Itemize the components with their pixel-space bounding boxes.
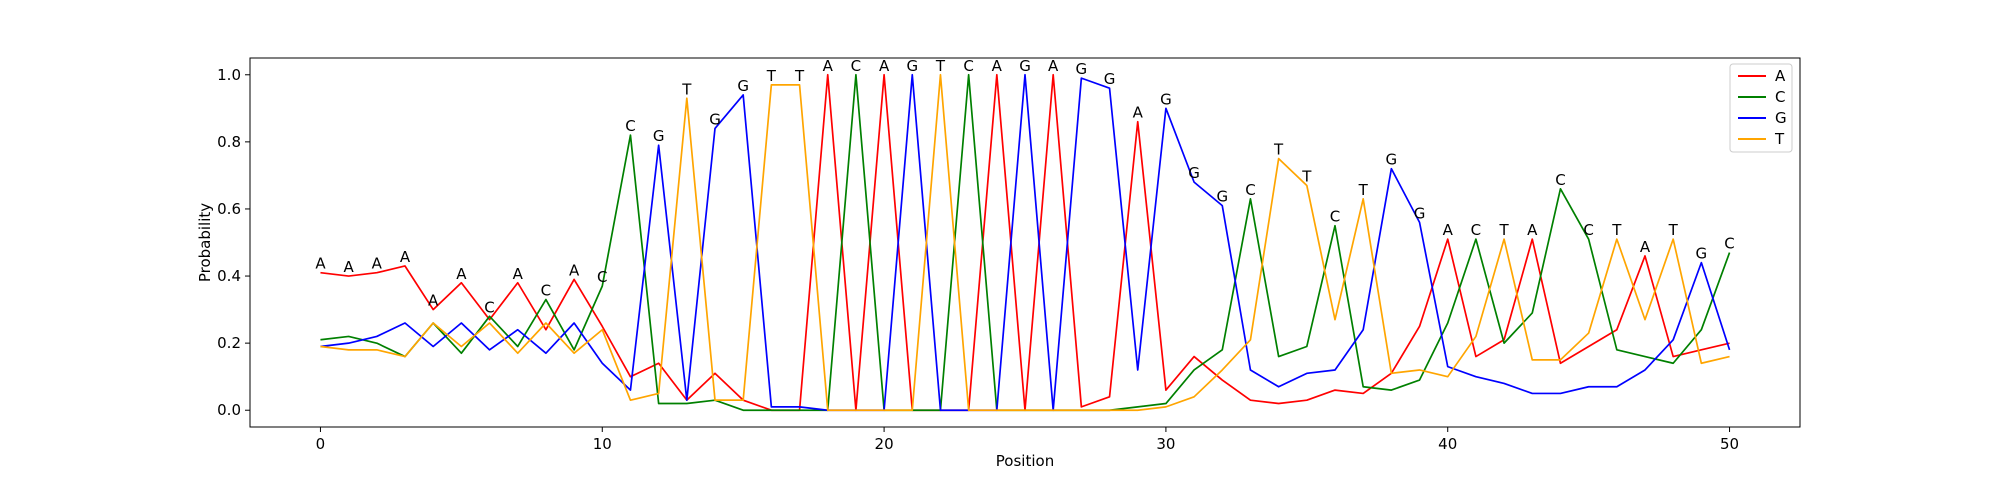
- base-call-label: C: [625, 117, 635, 135]
- base-call-label: T: [1273, 141, 1284, 159]
- base-call-label: G: [1104, 70, 1116, 88]
- series-line-A: [320, 73, 1730, 412]
- base-call-label: A: [344, 258, 355, 276]
- base-call-label: C: [1555, 171, 1565, 189]
- base-call-label: T: [794, 67, 805, 85]
- legend-label-T: T: [1774, 130, 1785, 148]
- x-tick-label: 10: [593, 435, 612, 453]
- base-call-label: G: [1188, 164, 1200, 182]
- base-call-label: A: [1048, 57, 1059, 75]
- base-call-label: C: [1330, 208, 1340, 226]
- plot-frame: [249, 57, 1801, 428]
- base-call-label: G: [1076, 60, 1088, 78]
- y-axis-label: Probability: [196, 203, 214, 282]
- base-call-label: G: [1216, 188, 1228, 206]
- y-tick-label: 0.0: [217, 401, 241, 419]
- base-call-label: T: [1611, 221, 1622, 239]
- x-tick-label: 20: [875, 435, 894, 453]
- legend-box: [1729, 63, 1793, 153]
- base-call-label: T: [1668, 221, 1679, 239]
- base-call-label: T: [681, 80, 692, 98]
- base-call-label: A: [1527, 221, 1538, 239]
- base-call-label: G: [1386, 151, 1398, 169]
- base-call-label: G: [1414, 204, 1426, 222]
- base-call-label: G: [737, 77, 749, 95]
- base-call-label: T: [766, 67, 777, 85]
- y-tick-label: 0.4: [217, 267, 241, 285]
- base-call-label: C: [1245, 181, 1255, 199]
- base-call-label: A: [823, 57, 834, 75]
- series-line-G: [320, 73, 1731, 412]
- base-call-label: C: [1724, 235, 1734, 253]
- base-call-label: C: [1583, 221, 1593, 239]
- x-tick-label: 30: [1156, 435, 1175, 453]
- marks-layer: [320, 73, 1731, 412]
- series-line-C: [320, 73, 1731, 412]
- base-call-label: G: [906, 57, 918, 75]
- legend-label-A: A: [1775, 67, 1786, 85]
- base-call-label: T: [1301, 167, 1312, 185]
- y-tick-label: 0.6: [217, 200, 241, 218]
- base-call-label: A: [879, 57, 890, 75]
- base-call-label: A: [372, 255, 383, 273]
- legend-label-C: C: [1775, 88, 1785, 106]
- base-call-label: C: [541, 282, 551, 300]
- base-call-label: A: [1640, 238, 1651, 256]
- y-tick-label: 0.8: [217, 133, 241, 151]
- base-call-label: C: [1471, 221, 1481, 239]
- x-tick-label: 0: [316, 435, 326, 453]
- base-call-label: T: [1499, 221, 1510, 239]
- base-call-label: A: [400, 248, 411, 266]
- base-call-label: G: [653, 127, 665, 145]
- base-call-label: A: [1443, 221, 1454, 239]
- y-tick-label: 1.0: [217, 66, 241, 84]
- base-call-label: C: [484, 298, 494, 316]
- x-tick-label: 50: [1720, 435, 1739, 453]
- base-call-label: A: [569, 261, 580, 279]
- base-call-label: A: [428, 292, 439, 310]
- base-call-label: G: [1019, 57, 1031, 75]
- base-call-label: A: [513, 265, 524, 283]
- base-call-label: A: [992, 57, 1003, 75]
- base-call-label: T: [1358, 181, 1369, 199]
- base-call-label: G: [1696, 245, 1708, 263]
- y-tick-label: 0.2: [217, 334, 241, 352]
- base-call-label: A: [315, 255, 326, 273]
- base-call-label: G: [709, 110, 721, 128]
- base-call-label: A: [1133, 104, 1144, 122]
- base-call-label: A: [456, 265, 467, 283]
- base-call-label: C: [851, 57, 861, 75]
- legend-label-G: G: [1775, 109, 1787, 127]
- base-call-label: C: [597, 268, 607, 286]
- base-call-label: T: [935, 57, 946, 75]
- axes-layer: 0 10 20 30 40 50 0.0 0.2 0.4 0.6 0.8 1.0: [217, 66, 1739, 453]
- base-call-label: C: [963, 57, 973, 75]
- base-call-label: G: [1160, 90, 1172, 108]
- series-line-T: [320, 73, 1730, 412]
- x-tick-label: 40: [1438, 435, 1457, 453]
- x-axis-label: Position: [996, 452, 1054, 470]
